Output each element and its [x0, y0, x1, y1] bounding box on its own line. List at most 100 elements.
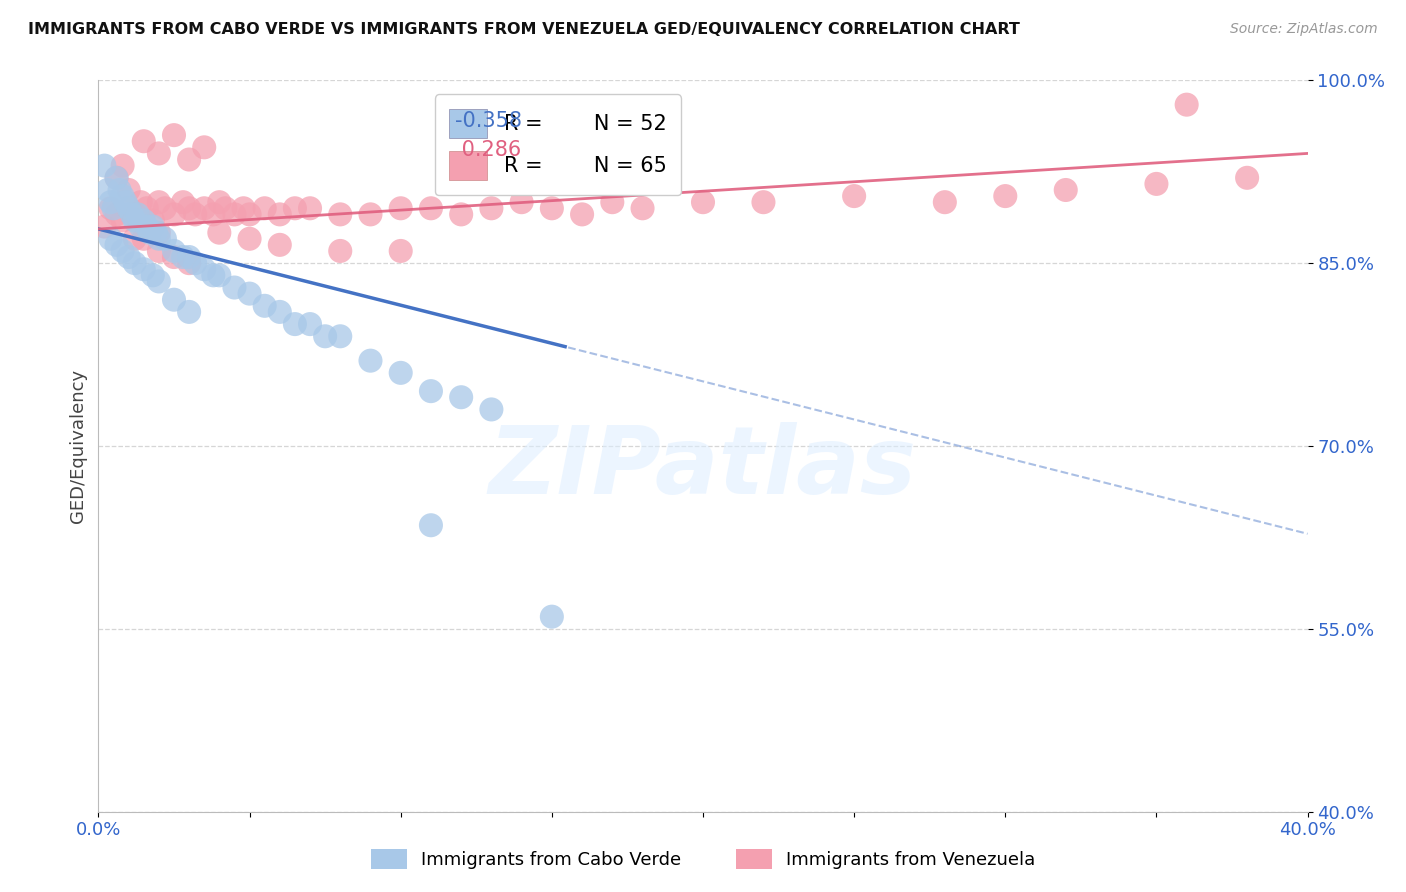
Point — [148, 226, 170, 240]
Point — [111, 244, 134, 258]
Point — [163, 244, 186, 258]
Point — [148, 232, 170, 246]
Point — [329, 207, 352, 221]
Point — [269, 305, 291, 319]
Point — [299, 317, 322, 331]
Point — [114, 195, 136, 210]
Point — [184, 207, 207, 221]
Point — [105, 207, 128, 221]
Point — [121, 207, 143, 221]
Point — [752, 195, 775, 210]
Point — [510, 195, 533, 210]
Point — [105, 170, 128, 185]
Text: Source: ZipAtlas.com: Source: ZipAtlas.com — [1230, 22, 1378, 37]
Point — [571, 207, 593, 221]
Point — [208, 226, 231, 240]
Point — [844, 189, 866, 203]
Point — [127, 207, 149, 221]
Point — [1175, 97, 1198, 112]
Point — [631, 201, 654, 215]
Point — [1236, 170, 1258, 185]
Point — [450, 390, 472, 404]
Point — [179, 256, 201, 270]
Point — [93, 219, 115, 234]
Point — [284, 317, 307, 331]
Point — [132, 134, 155, 148]
Point — [163, 293, 186, 307]
Point — [96, 183, 118, 197]
Y-axis label: GED/Equivalency: GED/Equivalency — [69, 369, 87, 523]
Point — [179, 153, 201, 167]
Point — [142, 213, 165, 227]
Point — [145, 226, 167, 240]
Point — [329, 329, 352, 343]
Point — [420, 384, 443, 399]
Point — [124, 232, 146, 246]
Point — [208, 268, 231, 283]
Point — [118, 201, 141, 215]
Point — [118, 250, 141, 264]
Point — [239, 232, 262, 246]
Point — [172, 250, 194, 264]
Point — [934, 195, 956, 210]
Point — [148, 275, 170, 289]
Point — [153, 201, 176, 215]
Point — [148, 244, 170, 258]
Point — [100, 232, 122, 246]
Point — [253, 201, 276, 215]
Point — [481, 402, 503, 417]
Point — [132, 213, 155, 227]
Point — [135, 201, 157, 215]
Point — [329, 244, 352, 258]
Point — [450, 207, 472, 221]
Point — [105, 170, 128, 185]
Point — [284, 201, 307, 215]
Point — [269, 238, 291, 252]
Point — [193, 201, 215, 215]
Point — [389, 366, 412, 380]
Point — [142, 268, 165, 283]
Point — [142, 219, 165, 234]
Point — [129, 195, 152, 210]
Point — [202, 268, 225, 283]
Point — [602, 195, 624, 210]
Point — [148, 195, 170, 210]
Point — [100, 201, 122, 215]
Point — [124, 213, 146, 227]
Point — [163, 207, 186, 221]
Point — [132, 262, 155, 277]
Point — [314, 329, 336, 343]
Point — [103, 201, 125, 215]
Point — [148, 146, 170, 161]
Point — [118, 201, 141, 215]
Point — [1144, 177, 1167, 191]
Point — [163, 250, 186, 264]
Point — [540, 609, 562, 624]
Point — [111, 159, 134, 173]
Point — [202, 207, 225, 221]
Point — [224, 207, 246, 221]
Text: IMMIGRANTS FROM CABO VERDE VS IMMIGRANTS FROM VENEZUELA GED/EQUIVALENCY CORRELAT: IMMIGRANTS FROM CABO VERDE VS IMMIGRANTS… — [28, 22, 1019, 37]
Point — [172, 195, 194, 210]
Point — [540, 201, 562, 215]
Point — [214, 201, 236, 215]
Point — [232, 201, 254, 215]
Text: 0.286: 0.286 — [456, 140, 522, 160]
Legend: Immigrants from Cabo Verde, Immigrants from Venezuela: Immigrants from Cabo Verde, Immigrants f… — [361, 839, 1045, 879]
Point — [124, 256, 146, 270]
Point — [124, 207, 146, 221]
Point — [193, 140, 215, 154]
Point — [153, 232, 176, 246]
Legend: R =          N = 52, R =          N = 65: R = N = 52, R = N = 65 — [434, 95, 681, 195]
Point — [420, 201, 443, 215]
Point — [163, 128, 186, 142]
Point — [481, 201, 503, 215]
Point — [93, 159, 115, 173]
Point — [135, 219, 157, 234]
Point — [105, 238, 128, 252]
Point — [179, 201, 201, 215]
Point — [179, 305, 201, 319]
Point — [253, 299, 276, 313]
Text: ZIPatlas: ZIPatlas — [489, 422, 917, 514]
Point — [224, 280, 246, 294]
